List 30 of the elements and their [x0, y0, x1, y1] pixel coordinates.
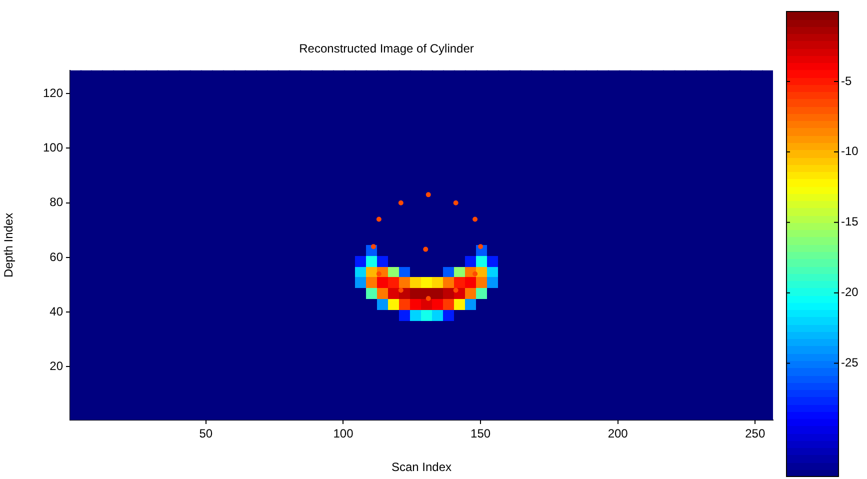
y-axis-title: Depth Index: [2, 212, 16, 278]
color-bar-label: -25: [841, 356, 859, 370]
color-bar-label: -5: [841, 74, 852, 88]
x-axis-title: Scan Index: [391, 460, 452, 474]
y-tick-label: 80: [50, 195, 64, 210]
color-bar-label: -15: [841, 214, 859, 229]
x-tick-label: 100: [333, 426, 354, 441]
y-tick-label: 20: [50, 359, 64, 374]
y-tick-label: 100: [42, 140, 64, 155]
point: [398, 288, 404, 293]
point: [376, 271, 382, 276]
y-tick-label: 120: [42, 86, 64, 100]
point: [472, 216, 478, 222]
y-tick-label: 40: [50, 304, 64, 318]
point: [472, 271, 478, 276]
chart-title: Reconstructed Image of Cylinder: [299, 42, 474, 56]
point: [478, 244, 484, 250]
color-bar-label: -20: [841, 285, 859, 300]
color-bar-label: -10: [841, 144, 859, 158]
y-tick-label: 60: [50, 250, 64, 264]
point: [398, 200, 404, 206]
point: [426, 296, 431, 301]
point: [370, 244, 376, 250]
point: [376, 216, 382, 222]
point: [453, 200, 458, 206]
x-tick-label: 200: [608, 426, 628, 441]
point: [453, 288, 458, 293]
x-tick-label: 50: [199, 426, 213, 441]
x-tick-label: 250: [745, 426, 766, 441]
x-tick-label: 150: [470, 426, 491, 441]
